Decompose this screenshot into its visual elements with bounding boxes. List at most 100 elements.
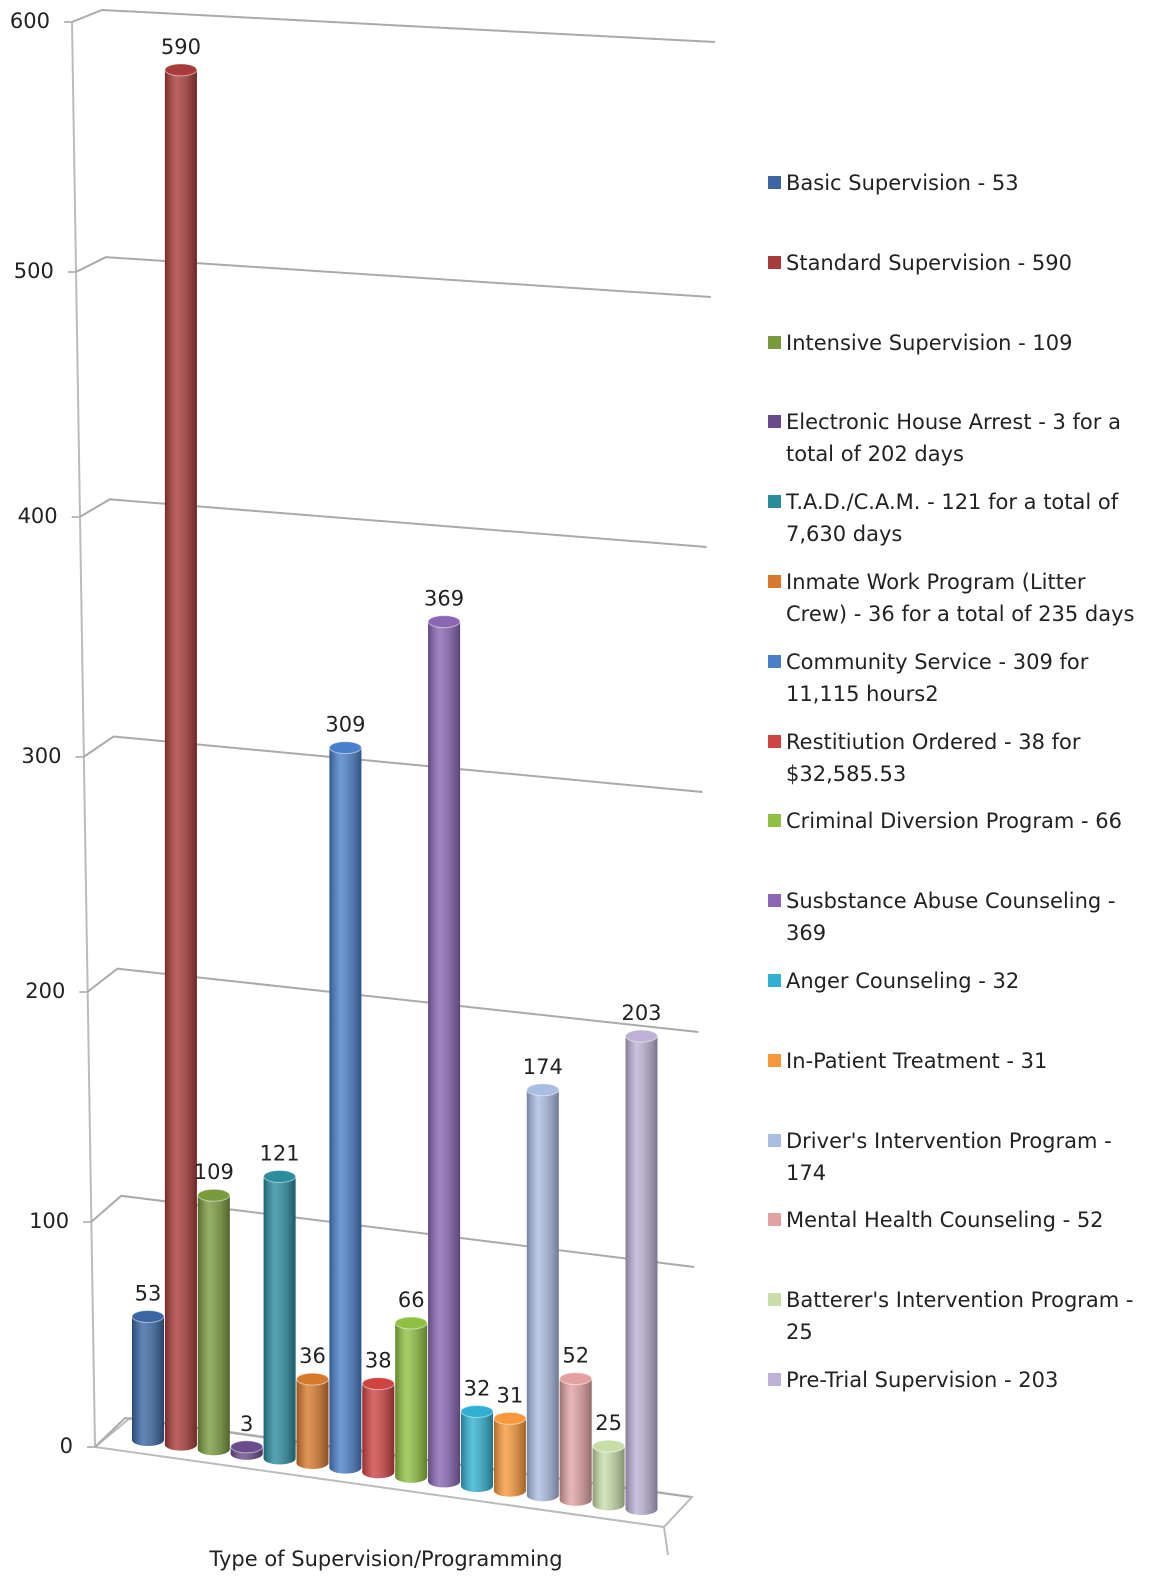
bar-top <box>427 615 461 629</box>
bar-top <box>230 1440 264 1454</box>
bar-base-shade <box>132 1434 164 1446</box>
legend-item: Restitiution Ordered - 38 for $32,585.53 <box>768 726 1148 790</box>
y-tick-label: 300 <box>21 744 61 768</box>
bar-top <box>394 1316 428 1330</box>
legend-label: Basic Supervision - 53 <box>786 171 1019 195</box>
y-tick-label: 400 <box>18 504 58 528</box>
data-label: 53 <box>135 1282 162 1306</box>
grid-line <box>75 256 711 298</box>
bar-shade <box>559 1378 592 1500</box>
legend-swatch <box>768 1053 781 1067</box>
legend-swatch <box>768 1133 781 1147</box>
bar-shade <box>395 1323 428 1477</box>
bar-base-shade <box>461 1480 493 1492</box>
bar-shade <box>263 1176 296 1459</box>
legend-item: Electronic House Arrest - 3 for a total … <box>768 406 1148 470</box>
bar-base-shade <box>329 1461 362 1474</box>
x-axis-label: Type of Supervision/Programming <box>208 1547 562 1571</box>
data-label: 36 <box>299 1344 326 1368</box>
y-tick-label: 600 <box>10 9 50 33</box>
bar-shade <box>461 1411 493 1486</box>
grid-line <box>82 735 703 793</box>
data-label: 121 <box>260 1141 300 1165</box>
floor <box>92 1416 695 1529</box>
legend-item: Batterer's Intervention Program - 25 <box>768 1284 1148 1348</box>
bar-base-shade <box>197 1443 230 1456</box>
legend-item: Criminal Diversion Program - 66 <box>768 805 1148 837</box>
data-label: 66 <box>398 1288 425 1312</box>
data-label: 369 <box>424 587 464 611</box>
grid-line <box>79 498 707 548</box>
bar-shade <box>592 1446 625 1505</box>
legend-swatch <box>768 335 781 349</box>
legend-item: T.A.D./C.A.M. - 121 for a total of 7,630… <box>768 486 1148 550</box>
y-axis <box>71 21 96 1448</box>
legend-item: Standard Supervision - 590 <box>768 247 1148 279</box>
grid-line <box>86 967 699 1033</box>
legend-item: Driver's Intervention Program - 174 <box>768 1125 1148 1189</box>
bar-base-shade <box>625 1503 658 1515</box>
bar-shade <box>197 1195 230 1450</box>
bar-top <box>493 1411 527 1425</box>
legend-label: In-Patient Treatment - 31 <box>786 1048 1048 1073</box>
bar-base-shade <box>559 1493 592 1506</box>
legend-item: Susbstance Abuse Counseling - 369 <box>768 885 1148 949</box>
legend-swatch <box>768 654 781 668</box>
bar-shade <box>362 1383 395 1473</box>
bar-shade <box>625 1036 658 1509</box>
bar-base-shade <box>164 1438 197 1451</box>
data-label: 31 <box>497 1383 524 1407</box>
legend-label: Anger Counseling - 32 <box>786 969 1020 993</box>
bar-top <box>592 1439 626 1453</box>
bar-base-shade <box>526 1489 559 1502</box>
legend-swatch <box>768 415 781 429</box>
legend-item: Pre-Trial Supervision - 203 <box>768 1364 1148 1396</box>
legend-label: Inmate Work Program (Litter Crew) - 36 f… <box>786 570 1135 626</box>
bar-top <box>625 1029 658 1043</box>
data-label: 109 <box>194 1160 234 1184</box>
legend-label: Mental Health Counseling - 52 <box>786 1208 1104 1233</box>
legend-label: Driver's Intervention Program - 174 <box>786 1128 1112 1185</box>
bar-top <box>164 63 198 77</box>
bar-base-shade <box>592 1498 625 1511</box>
legend-label: Batterer's Intervention Program - 25 <box>786 1288 1134 1345</box>
data-label: 25 <box>595 1411 622 1435</box>
bar-top <box>131 1310 165 1324</box>
legend-label: Criminal Diversion Program - 66 <box>786 809 1122 834</box>
bar-shade <box>493 1418 526 1491</box>
bar-base-shade <box>362 1466 395 1479</box>
bar-shade <box>526 1089 559 1496</box>
legend-swatch <box>768 1293 781 1307</box>
y-tick-label: 500 <box>14 259 54 283</box>
legend-item: Anger Counseling - 32 <box>768 965 1148 997</box>
legend-label: Restitiution Ordered - 38 for $32,585.53 <box>786 729 1081 786</box>
legend-swatch <box>768 814 781 828</box>
bar-top <box>460 1404 494 1418</box>
legend-swatch <box>768 1213 781 1227</box>
data-label: 52 <box>562 1344 589 1368</box>
legend-item: Mental Health Counseling - 52 <box>768 1204 1148 1236</box>
bar-base-shade <box>263 1452 296 1465</box>
legend-swatch <box>768 734 781 748</box>
legend-item: Intensive Supervision - 109 <box>768 327 1148 359</box>
data-label: 174 <box>523 1055 563 1079</box>
y-tick-label: 200 <box>25 979 65 1003</box>
data-label: 309 <box>325 713 365 737</box>
data-label: 590 <box>161 35 201 59</box>
legend-label: Electronic House Arrest - 3 for a total … <box>786 410 1121 467</box>
legend-swatch <box>768 894 781 908</box>
legend-item: In-Patient Treatment - 31 <box>768 1045 1148 1077</box>
grid-line <box>71 8 716 43</box>
bar-base-shade <box>493 1484 526 1497</box>
legend-label: Standard Supervision - 590 <box>786 250 1072 275</box>
bar-top <box>361 1377 395 1391</box>
bar-base-shade <box>296 1457 329 1469</box>
legend-swatch <box>768 575 781 588</box>
legend-label: Community Service - 309 for 11,115 hours… <box>786 649 1089 706</box>
bar-shade <box>329 747 362 1468</box>
data-label: 38 <box>365 1349 392 1373</box>
bar-shade <box>296 1379 329 1463</box>
legend-swatch <box>768 176 781 189</box>
legend-label: Pre-Trial Supervision - 203 <box>786 1368 1059 1392</box>
